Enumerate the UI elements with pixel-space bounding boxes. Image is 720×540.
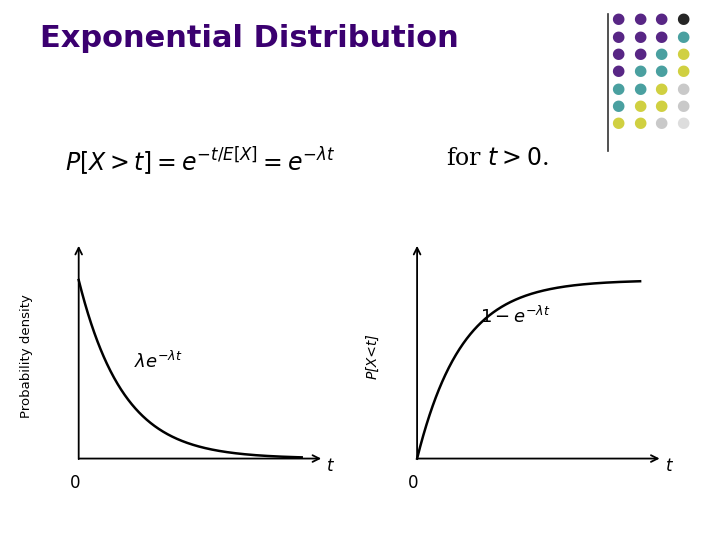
Text: ●: ●: [676, 98, 689, 113]
Text: ●: ●: [611, 63, 624, 78]
Text: ●: ●: [633, 63, 646, 78]
Text: ●: ●: [633, 29, 646, 44]
Text: ●: ●: [676, 46, 689, 61]
Text: P[X<t]: P[X<t]: [366, 334, 379, 379]
Text: $t$: $t$: [326, 457, 336, 475]
Text: ●: ●: [676, 29, 689, 44]
Text: ●: ●: [633, 80, 646, 96]
Text: for $t>0$.: for $t>0$.: [446, 147, 549, 171]
Text: ●: ●: [676, 80, 689, 96]
Text: ●: ●: [676, 63, 689, 78]
Text: ●: ●: [611, 80, 624, 96]
Text: Exponential Distribution: Exponential Distribution: [40, 24, 459, 53]
Text: ●: ●: [611, 115, 624, 130]
Text: $t$: $t$: [665, 457, 674, 475]
Text: ●: ●: [654, 115, 667, 130]
Text: $\lambda e^{-\lambda t}$: $\lambda e^{-\lambda t}$: [135, 350, 183, 372]
Text: ●: ●: [654, 46, 667, 61]
Text: $P[X>t]=e^{-t/E[X]}=e^{-\lambda t}$: $P[X>t]=e^{-t/E[X]}=e^{-\lambda t}$: [65, 146, 336, 178]
Text: ●: ●: [611, 46, 624, 61]
Text: ●: ●: [611, 29, 624, 44]
Text: ●: ●: [654, 80, 667, 96]
Text: ●: ●: [654, 29, 667, 44]
Text: $0$: $0$: [407, 475, 418, 492]
Text: $1-e^{-\lambda t}$: $1-e^{-\lambda t}$: [480, 306, 550, 327]
Text: ●: ●: [654, 98, 667, 113]
Text: ●: ●: [654, 63, 667, 78]
Text: ●: ●: [676, 115, 689, 130]
Text: ●: ●: [654, 11, 667, 26]
Text: ●: ●: [611, 11, 624, 26]
Text: ●: ●: [633, 46, 646, 61]
Text: Probability density: Probability density: [20, 294, 33, 418]
Text: ●: ●: [676, 11, 689, 26]
Text: $0$: $0$: [68, 475, 80, 492]
Text: ●: ●: [633, 11, 646, 26]
Text: ●: ●: [633, 115, 646, 130]
Text: ●: ●: [611, 98, 624, 113]
Text: ●: ●: [633, 98, 646, 113]
